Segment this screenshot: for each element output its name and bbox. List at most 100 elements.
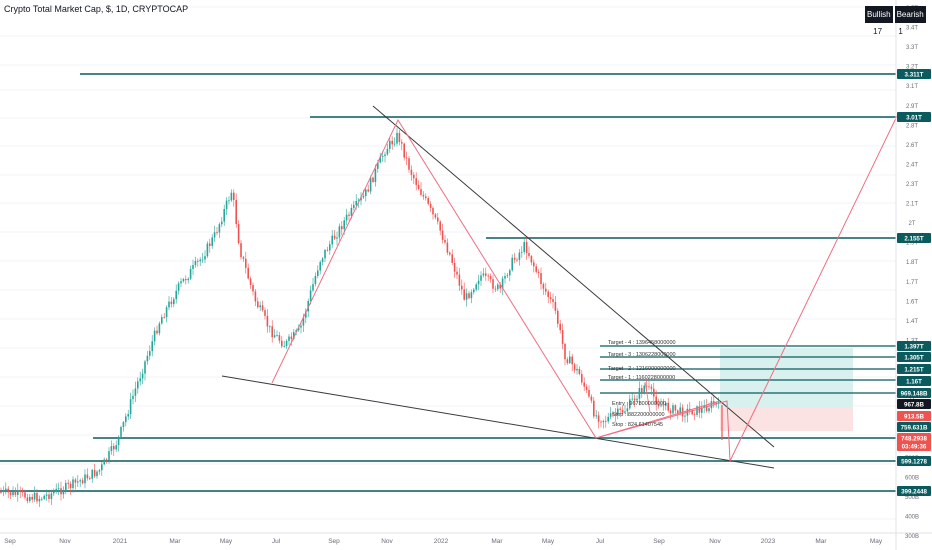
candle-body (420, 189, 422, 195)
candle-body (72, 479, 74, 489)
candle-body (199, 259, 201, 262)
candle-body (614, 414, 617, 416)
candle-body (650, 386, 653, 389)
candle-body (302, 317, 305, 326)
candle-body (7, 488, 9, 493)
candle-body (69, 483, 72, 489)
candle-body (612, 413, 614, 415)
candle-body (629, 399, 631, 409)
candle-body (410, 169, 413, 175)
target-label: Target - 1 : 1160228000000 (608, 375, 675, 381)
candle-body (309, 290, 312, 301)
candle-body (153, 330, 156, 342)
candle-body (84, 474, 86, 484)
candle-body (696, 406, 698, 415)
candle-body (139, 378, 141, 382)
candle-body (345, 214, 348, 221)
candle-body (429, 203, 432, 208)
candle-body (127, 414, 129, 417)
price-tick-label: 1.8T (906, 260, 918, 266)
candle-body (74, 479, 77, 483)
time-tick-label: Mar (491, 538, 503, 545)
candle-body (293, 332, 295, 339)
candle-body (693, 414, 696, 416)
candle-body (5, 488, 7, 490)
candle-body (494, 288, 497, 290)
trend-line-lower (221, 375, 775, 469)
candle-body (110, 446, 113, 452)
price-tick-label: 2.3T (906, 182, 918, 188)
price-badge-label: 1.215T (904, 367, 923, 374)
candle-body (134, 388, 137, 396)
price-tick-label: 1.4T (906, 319, 918, 325)
candle-body (381, 156, 384, 157)
price-tick-label: 3.2T (906, 65, 918, 71)
candle-body (475, 284, 477, 290)
candle-body (17, 490, 19, 495)
price-badge (897, 399, 931, 409)
trend-line-upper (372, 105, 775, 448)
candle-body (585, 386, 588, 390)
candle-body (259, 305, 261, 308)
candle-body (451, 254, 453, 263)
candle-body (233, 192, 235, 200)
candle-body (341, 226, 343, 230)
candle-body (350, 207, 353, 216)
candle-body (480, 275, 482, 281)
candle-body (240, 243, 242, 258)
price-tick-label: 400B (905, 514, 919, 520)
time-tick-label: Nov (59, 538, 71, 545)
candle-body (535, 266, 537, 272)
candle-body (173, 299, 175, 305)
candle-body (393, 143, 396, 145)
candle-body (458, 274, 461, 286)
price-tick-label: 3.1T (906, 84, 918, 90)
candle-body (36, 492, 38, 502)
candle-body (264, 310, 266, 316)
candle-body (146, 355, 149, 362)
candle-body (468, 293, 470, 299)
candle-body (273, 335, 276, 338)
candle-body (26, 497, 29, 501)
candle-body (314, 276, 317, 285)
price-badge (897, 441, 931, 451)
candle-body (636, 398, 638, 401)
time-tick-label: Nov (381, 538, 393, 545)
candle-body (98, 470, 101, 472)
bullish-count: 17 (873, 27, 883, 36)
price-tick-label: 500B (905, 495, 919, 501)
candle-body (189, 268, 192, 279)
candle-body (456, 271, 458, 275)
candle-body (307, 300, 309, 312)
candle-body (317, 270, 319, 277)
price-badge (897, 433, 931, 443)
candle-body (559, 323, 561, 331)
candle-body (151, 341, 153, 352)
candle-body (413, 174, 415, 179)
price-tick-label: 1.9T (906, 241, 918, 247)
candle-body (667, 402, 669, 411)
candle-body (141, 373, 144, 379)
candle-body (662, 405, 665, 407)
candle-body (254, 291, 257, 302)
candle-body (665, 402, 667, 406)
candle-body (626, 408, 629, 412)
candle-body (365, 189, 367, 196)
candle-body (235, 199, 237, 225)
target-label: Target - 2 : 1216000000000 (608, 366, 676, 372)
candle-body (168, 301, 170, 308)
candle-body (149, 351, 151, 356)
candle-body (216, 232, 218, 234)
candle-body (12, 491, 14, 496)
candle-body (137, 381, 139, 389)
candle-body (655, 396, 657, 405)
candle-body (461, 285, 463, 290)
candle-body (362, 195, 365, 198)
candle-body (329, 244, 331, 251)
candle-body (53, 491, 55, 494)
candle-body (473, 289, 475, 293)
price-badge (897, 422, 931, 432)
candle-body (710, 401, 713, 409)
candle-body (79, 480, 81, 482)
